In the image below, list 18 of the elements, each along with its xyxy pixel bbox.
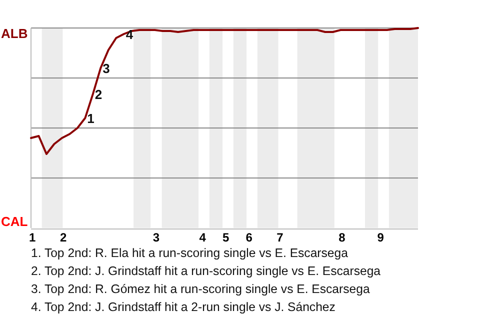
x-tick-label: 1 xyxy=(29,230,36,245)
x-tick-label: 8 xyxy=(338,230,346,245)
x-tick-label: 5 xyxy=(222,230,230,245)
text: 4. Top 2nd: J. Grindstaff hit a 2-run single vs J. Sánchez xyxy=(31,300,336,314)
text: 3. Top 2nd: R. Gómez hit a run-scoring single vs E. Escarsega xyxy=(31,282,370,296)
x-tick-label: 7 xyxy=(276,230,284,245)
annotation: 1 xyxy=(87,111,94,126)
x-tick-label: 3 xyxy=(152,230,160,245)
text: 1. Top 2nd: R. Ela hit a run-scoring single vs E. Escarsega xyxy=(31,246,348,260)
annotation: 3 xyxy=(102,61,110,76)
text: ALB xyxy=(1,26,28,41)
annotation: 2 xyxy=(94,87,102,102)
text: 2. Top 2nd: J. Grindstaff hit a run-scoring single vs E. Escarsega xyxy=(31,264,381,278)
text: CAL xyxy=(1,214,28,229)
x-tick-label: 9 xyxy=(377,230,384,245)
x-tick-label: 4 xyxy=(199,230,206,245)
x-tick-label: 6 xyxy=(246,230,253,245)
x-tick-label: 2 xyxy=(60,230,67,245)
